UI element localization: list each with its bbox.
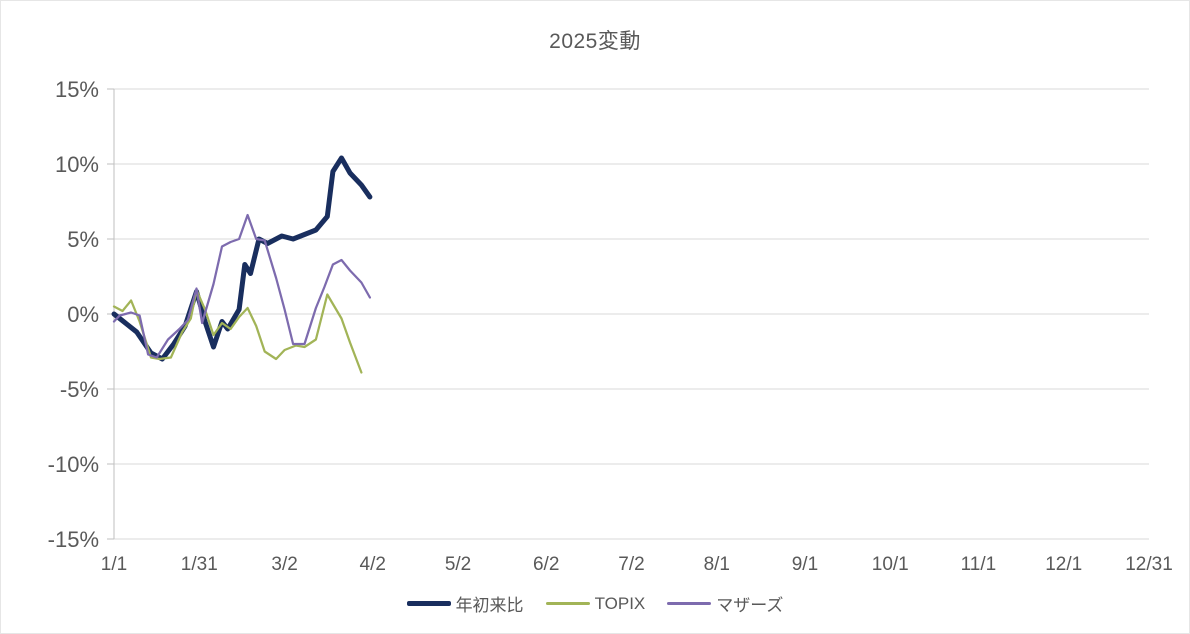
x-axis-label-4/2: 4/2	[360, 554, 386, 575]
y-axis-label-0%: 0%	[67, 302, 99, 327]
series-line-topix	[112, 288, 363, 374]
x-axis-label-1/31: 1/31	[181, 554, 218, 575]
x-axis-label-3/2: 3/2	[271, 554, 297, 575]
y-axis-label--15%: -15%	[48, 527, 99, 552]
x-axis-label-12/31: 12/31	[1125, 554, 1173, 575]
x-axis-label-11/1: 11/1	[961, 554, 997, 575]
x-axis-label-6/2: 6/2	[533, 554, 559, 575]
legend-swatch-topix	[545, 602, 590, 605]
legend-label-ytd: 年初来比	[455, 596, 524, 615]
y-axis-label-5%: 5%	[67, 227, 99, 252]
legend-label-mothers: マザーズ	[716, 596, 784, 615]
x-axis-label-12/1: 12/1	[1045, 554, 1082, 575]
y-axis-label--10%: -10%	[48, 452, 99, 477]
y-axis-label-10%: 10%	[55, 152, 99, 177]
legend-item-mothers: マザーズ	[667, 591, 783, 616]
legend-swatch-ytd	[406, 601, 451, 606]
x-axis-label-5/2: 5/2	[445, 554, 471, 575]
legend-label-topix: TOPIX	[594, 593, 646, 613]
series-line-ytd	[111, 155, 373, 362]
legend-item-ytd: 年初来比	[406, 591, 524, 616]
x-axis-label-1/1: 1/1	[101, 554, 127, 575]
x-axis-label-7/2: 7/2	[618, 554, 644, 575]
x-axis-label-9/1: 9/1	[792, 554, 818, 575]
chart-title: 2025変動	[549, 30, 641, 53]
legend-swatch-mothers	[667, 602, 712, 605]
y-axis-label-15%: 15%	[55, 77, 99, 102]
x-axis-label-10/1: 10/1	[872, 554, 909, 575]
legend-item-topix: TOPIX	[545, 593, 646, 614]
legend: 年初来比 TOPIX マザーズ	[1, 591, 1189, 616]
series-line-mothers	[112, 213, 372, 359]
y-axis-label--5%: -5%	[60, 377, 99, 402]
x-axis-label-8/1: 8/1	[704, 554, 730, 575]
